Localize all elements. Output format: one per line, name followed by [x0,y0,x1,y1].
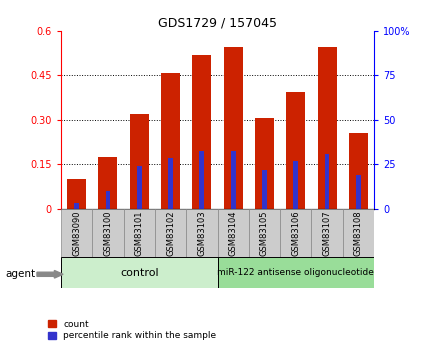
Bar [129,114,148,209]
Bar [348,133,367,209]
Text: GSM83108: GSM83108 [353,210,362,256]
Text: agent: agent [6,269,36,279]
Bar [293,161,297,209]
Legend: count, percentile rank within the sample: count, percentile rank within the sample [48,320,216,341]
Bar [355,175,360,209]
Bar [248,209,279,257]
Text: GSM83105: GSM83105 [260,210,268,256]
Bar [286,92,305,209]
Text: GSM83102: GSM83102 [166,210,174,256]
Bar [92,209,123,257]
Bar [155,209,186,257]
Bar [199,151,204,209]
Text: miR-122 antisense oligonucleotide: miR-122 antisense oligonucleotide [217,268,373,277]
Text: GSM83107: GSM83107 [322,210,331,256]
Text: GSM83090: GSM83090 [72,210,81,256]
Bar [105,191,110,209]
Bar [279,209,311,257]
Text: GSM83101: GSM83101 [135,210,143,256]
Bar [342,209,373,257]
Bar [254,118,273,209]
Bar [168,158,172,209]
Bar [223,47,242,209]
Bar [217,209,248,257]
Text: GSM83103: GSM83103 [197,210,206,256]
Bar [192,55,211,209]
Bar [61,209,92,257]
Bar [123,209,155,257]
Bar [137,166,141,209]
Bar [186,209,217,257]
Bar [311,209,342,257]
Text: GSM83100: GSM83100 [103,210,112,256]
Bar [98,157,117,209]
Bar [161,72,180,209]
Bar [324,154,329,209]
Text: GSM83104: GSM83104 [228,210,237,256]
Text: GSM83106: GSM83106 [291,210,299,256]
Bar [74,203,79,209]
Bar [262,170,266,209]
Bar [61,257,217,288]
Bar [230,151,235,209]
Title: GDS1729 / 157045: GDS1729 / 157045 [158,17,276,30]
Bar [317,47,336,209]
Bar [217,257,373,288]
Text: control: control [120,268,158,277]
Bar [67,179,86,209]
